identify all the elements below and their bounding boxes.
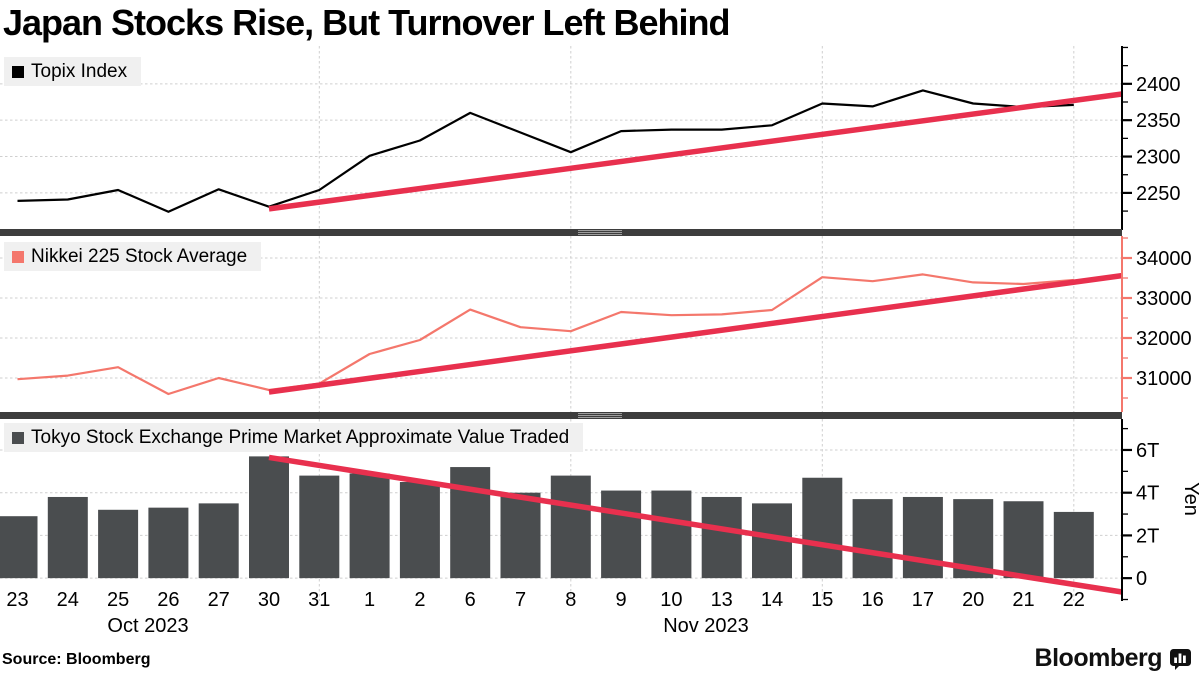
y-tick-label: 2250 xyxy=(1136,183,1181,205)
y-tick-label: 0 xyxy=(1136,568,1147,590)
y-tick-label: 34000 xyxy=(1136,248,1192,270)
turnover-bar xyxy=(601,490,642,579)
turnover-bar xyxy=(349,473,390,579)
turnover-bar-chart: 0 2T 4T 6T Yen xyxy=(0,419,1200,601)
turnover-bar xyxy=(47,496,88,579)
topix-swatch-icon xyxy=(12,65,24,78)
panel-divider[interactable] xyxy=(0,412,1122,419)
trend-line xyxy=(268,272,1123,395)
legend-topix: Topix Index xyxy=(4,57,142,86)
y-tick-label: 2400 xyxy=(1136,74,1181,96)
y-tick-label: 2350 xyxy=(1136,110,1181,132)
turnover-bar xyxy=(852,499,893,579)
divider-grip-icon[interactable] xyxy=(578,230,622,235)
legend-nikkei-label: Nikkei 225 Stock Average xyxy=(31,246,248,267)
turnover-bar xyxy=(399,482,440,579)
legend-turnover-label: Tokyo Stock Exchange Prime Market Approx… xyxy=(31,427,570,448)
y-tick-label: 2T xyxy=(1136,525,1159,547)
turnover-bar xyxy=(902,496,943,579)
month-label: Nov 2023 xyxy=(663,615,749,637)
trend-line xyxy=(268,91,1123,212)
topix-line-chart: 2250 2300 2350 2400 xyxy=(0,46,1181,230)
topix-line xyxy=(17,89,1074,213)
y-tick-label: 31000 xyxy=(1136,368,1192,390)
turnover-bar xyxy=(0,516,38,579)
turnover-bar xyxy=(651,490,692,579)
turnover-bar xyxy=(450,467,491,579)
y-tick-label: 6T xyxy=(1136,440,1159,462)
turnover-bar xyxy=(802,477,843,579)
turnover-bar xyxy=(701,496,742,579)
source-label: Source: Bloomberg xyxy=(2,651,151,668)
bloomberg-chart-bubble-icon xyxy=(1170,648,1191,670)
y-axis-title: Yen xyxy=(1180,482,1200,516)
month-label: Oct 2023 xyxy=(107,615,189,637)
turnover-bar xyxy=(148,507,189,579)
y-tick-label: 4T xyxy=(1136,483,1159,505)
turnover-bar xyxy=(98,509,139,579)
trend-line xyxy=(268,454,1123,595)
turnover-bar xyxy=(500,492,541,579)
turnover-swatch-icon xyxy=(12,431,24,444)
y-tick-label: 32000 xyxy=(1136,328,1192,350)
turnover-bar xyxy=(249,456,289,579)
nikkei-swatch-icon xyxy=(12,250,24,263)
turnover-bar xyxy=(198,503,239,579)
legend-turnover: Tokyo Stock Exchange Prime Market Approx… xyxy=(4,423,584,452)
chart-title: Japan Stocks Rise, But Turnover Left Beh… xyxy=(3,2,730,43)
divider-grip-icon[interactable] xyxy=(578,413,622,418)
turnover-bar xyxy=(1053,511,1094,579)
nikkei-line-chart: 31000 32000 33000 34000 xyxy=(0,236,1192,412)
turnover-bar xyxy=(299,475,340,579)
nikkei-line xyxy=(17,273,1074,396)
legend-topix-label: Topix Index xyxy=(31,61,128,82)
y-tick-label: 2300 xyxy=(1136,147,1181,169)
turnover-bar xyxy=(1003,501,1044,579)
turnover-bar xyxy=(550,475,591,579)
panel-divider[interactable] xyxy=(0,229,1122,236)
legend-nikkei: Nikkei 225 Stock Average xyxy=(4,242,262,271)
y-tick-label: 33000 xyxy=(1136,288,1192,310)
bloomberg-wordmark: Bloomberg xyxy=(1034,644,1163,672)
bloomberg-logo: Bloomberg xyxy=(1035,644,1192,673)
